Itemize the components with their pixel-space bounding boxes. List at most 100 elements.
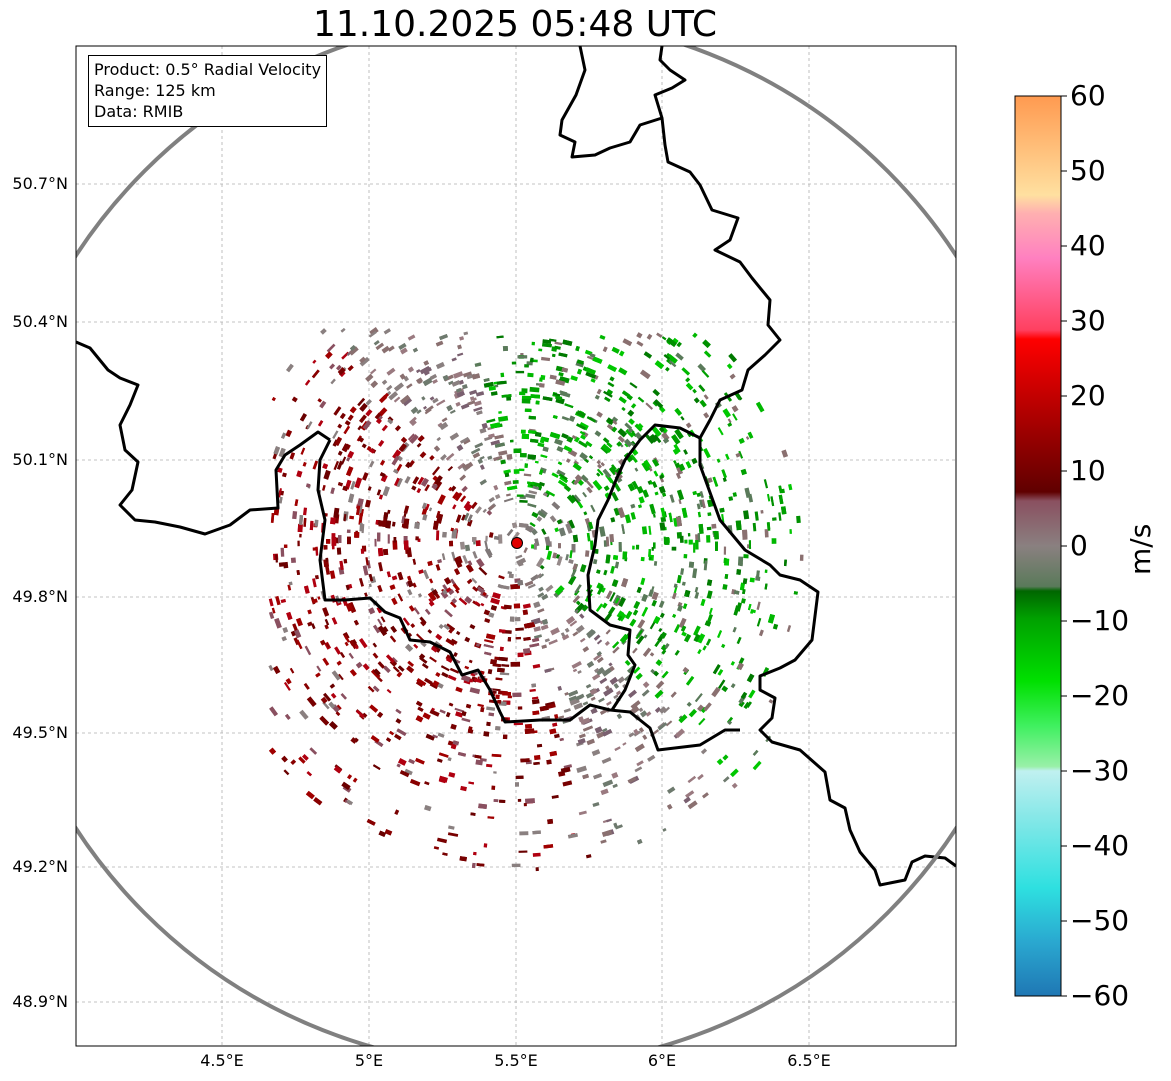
echo-cell <box>651 426 662 437</box>
echo-cell <box>507 636 512 642</box>
echo-cell <box>467 560 473 566</box>
echo-cell <box>366 818 376 826</box>
echo-cell <box>594 726 603 734</box>
echo-cell <box>490 422 501 429</box>
echo-cell <box>305 379 311 386</box>
lat-label: 50.4°N <box>12 312 68 331</box>
echo-cell <box>369 327 379 336</box>
echo-cell <box>331 533 336 540</box>
echo-cell <box>648 556 652 561</box>
echo-cell <box>630 503 636 509</box>
echo-cell <box>415 536 419 541</box>
echo-cell <box>473 406 483 412</box>
echo-cell <box>738 700 745 708</box>
echo-cell <box>687 800 698 810</box>
echo-cell <box>541 618 549 625</box>
echo-cell <box>547 818 554 825</box>
echo-cell <box>633 600 641 609</box>
echo-cell <box>525 493 536 499</box>
echo-cell <box>625 428 635 438</box>
echo-cell <box>534 431 542 437</box>
echo-cell <box>556 519 563 525</box>
echo-cell <box>408 758 416 765</box>
echo-cell <box>561 433 569 440</box>
echo-cell <box>601 756 612 764</box>
echo-cell <box>582 491 588 498</box>
echo-cell <box>302 754 309 761</box>
echo-cell <box>448 486 453 492</box>
echo-cell <box>389 730 395 736</box>
echo-cell <box>545 490 556 497</box>
echo-cell <box>476 863 485 867</box>
echo-cell <box>649 652 655 657</box>
echo-cell <box>535 400 540 405</box>
echo-cell <box>381 345 391 354</box>
echo-cell <box>369 704 379 713</box>
echo-cell <box>392 521 396 527</box>
echo-cell <box>539 437 545 444</box>
echo-cell <box>572 462 582 472</box>
echo-cell <box>736 662 744 671</box>
echo-cell <box>454 556 463 568</box>
echo-cell <box>524 728 535 735</box>
echo-cell <box>528 415 536 420</box>
echo-cell <box>393 537 397 543</box>
echo-cell <box>569 620 578 627</box>
echo-cell <box>703 394 709 400</box>
echo-cell <box>450 485 457 492</box>
echo-cell <box>377 584 383 593</box>
echo-cell <box>780 506 787 515</box>
echo-cell <box>560 766 571 774</box>
echo-cell <box>615 824 623 830</box>
echo-cell <box>685 461 692 469</box>
echo-cell <box>320 328 327 335</box>
echo-cell <box>550 627 560 636</box>
echo-cell <box>402 617 410 626</box>
echo-cell <box>606 701 612 706</box>
echo-cell <box>457 751 467 757</box>
echo-cell <box>375 519 379 525</box>
echo-cell <box>544 536 551 547</box>
echo-cell <box>716 758 724 766</box>
echo-cell <box>731 405 739 413</box>
echo-cell <box>586 661 595 668</box>
echo-cell <box>751 609 756 614</box>
echo-cell <box>523 547 528 554</box>
echo-cell <box>558 473 568 481</box>
echo-cell <box>640 577 646 586</box>
info-box: Product: 0.5° Radial Velocity Range: 125… <box>88 55 328 127</box>
echo-cell <box>407 433 415 441</box>
echo-cell <box>372 624 381 634</box>
echo-cell <box>557 461 563 466</box>
echo-cell <box>674 407 682 416</box>
echo-cell <box>598 697 605 703</box>
echo-cell <box>511 863 521 868</box>
echo-cell <box>551 794 559 799</box>
echo-cell <box>412 347 418 353</box>
echo-cell <box>275 554 278 563</box>
echo-cell <box>789 529 792 534</box>
echo-cell <box>384 828 393 836</box>
echo-cell <box>548 639 558 645</box>
echo-cell <box>549 515 557 523</box>
echo-cell <box>729 373 736 380</box>
echo-cell <box>653 470 659 477</box>
echo-cell <box>613 694 619 700</box>
echo-cell <box>298 515 304 526</box>
echo-cell <box>455 686 463 693</box>
echo-cell <box>681 581 686 586</box>
echo-cell <box>634 766 643 773</box>
echo-cell <box>316 665 322 672</box>
echo-cell <box>673 623 681 633</box>
echo-cell <box>348 493 355 503</box>
echo-cell <box>721 643 726 649</box>
echo-cell <box>448 380 454 386</box>
echo-cell <box>610 565 616 574</box>
echo-cell <box>653 399 664 409</box>
echo-cell <box>648 589 654 598</box>
echo-cell <box>393 396 401 403</box>
echo-cell <box>394 733 402 741</box>
echo-cell <box>480 602 485 607</box>
echo-cell <box>698 717 706 726</box>
echo-cell <box>696 503 701 510</box>
